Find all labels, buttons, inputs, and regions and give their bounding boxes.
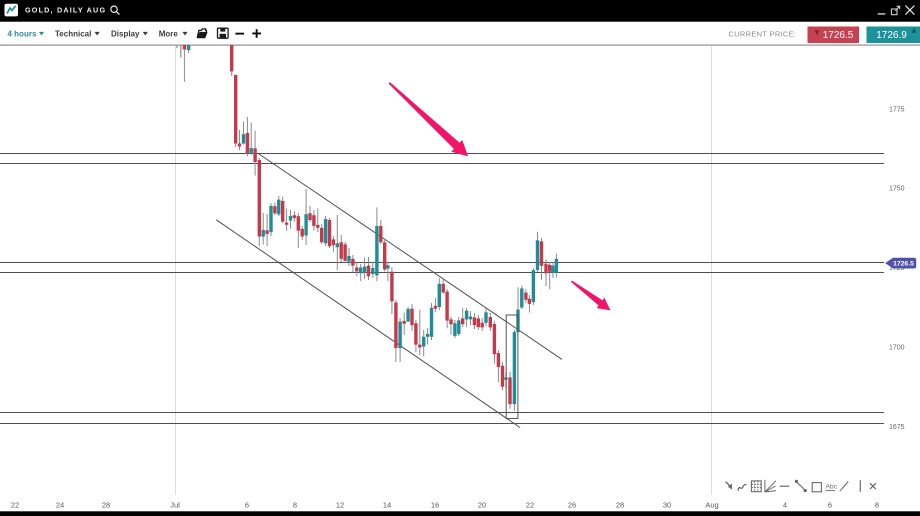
svg-text:Display: Display [111,29,140,38]
svg-text:20: 20 [478,501,486,510]
svg-text:Technical: Technical [55,29,91,38]
svg-text:6: 6 [828,501,832,510]
svg-text:22: 22 [11,501,19,510]
svg-text:Aug: Aug [705,501,718,510]
svg-text:4 hours: 4 hours [8,29,37,38]
svg-text:1725: 1725 [889,265,905,272]
svg-text:Abc: Abc [825,484,837,491]
svg-text:12: 12 [336,501,344,510]
svg-text:1750: 1750 [889,186,905,193]
svg-text:1700: 1700 [889,345,905,352]
svg-text:Jul: Jul [170,501,180,510]
svg-text:4: 4 [783,501,787,510]
svg-text:1775: 1775 [889,106,905,113]
svg-text:26: 26 [568,501,576,510]
svg-text:28: 28 [102,501,110,510]
svg-text:1726.5: 1726.5 [893,261,914,268]
svg-text:CURRENT PRICE:: CURRENT PRICE: [729,29,797,38]
svg-text:More: More [159,29,179,38]
svg-text:24: 24 [56,501,64,510]
svg-text:16: 16 [431,501,439,510]
svg-text:GOLD, DAILY AUG: GOLD, DAILY AUG [25,5,106,14]
svg-text:30: 30 [663,501,671,510]
svg-text:1726.9: 1726.9 [876,30,907,41]
svg-text:22: 22 [526,501,534,510]
svg-text:8: 8 [875,501,879,510]
svg-text:1726.5: 1726.5 [823,30,854,41]
svg-text:14: 14 [383,501,391,510]
svg-text:28: 28 [616,501,624,510]
svg-text:1675: 1675 [889,424,905,431]
svg-text:8: 8 [293,501,297,510]
svg-text:6: 6 [245,501,249,510]
